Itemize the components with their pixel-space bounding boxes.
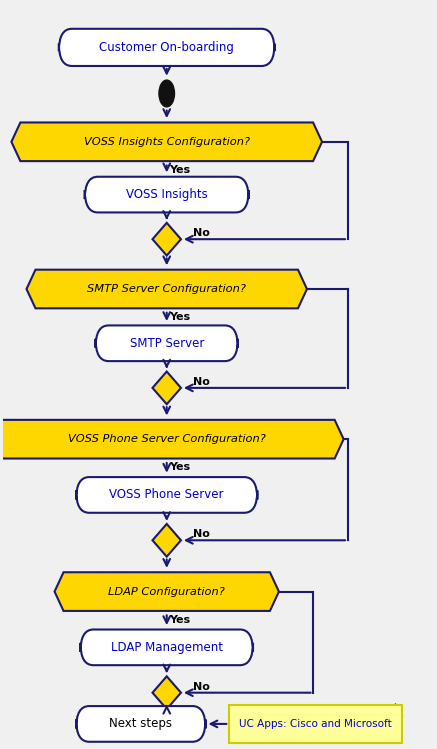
FancyBboxPatch shape <box>96 325 238 361</box>
FancyBboxPatch shape <box>59 28 274 66</box>
Text: No: No <box>193 682 210 692</box>
Circle shape <box>159 80 174 107</box>
Text: VOSS Phone Server: VOSS Phone Server <box>110 488 224 501</box>
Text: Yes: Yes <box>169 462 190 473</box>
Text: SMTP Server: SMTP Server <box>129 337 204 350</box>
Text: No: No <box>193 530 210 539</box>
Text: VOSS Phone Server Configuration?: VOSS Phone Server Configuration? <box>68 434 266 444</box>
Polygon shape <box>11 123 322 161</box>
Text: LDAP Configuration?: LDAP Configuration? <box>108 586 225 597</box>
Text: No: No <box>193 228 210 238</box>
FancyBboxPatch shape <box>229 705 402 743</box>
Text: VOSS Insights Configuration?: VOSS Insights Configuration? <box>84 137 250 147</box>
Polygon shape <box>27 270 307 309</box>
Polygon shape <box>153 524 181 557</box>
FancyBboxPatch shape <box>85 177 249 213</box>
FancyBboxPatch shape <box>76 477 257 513</box>
Text: Yes: Yes <box>169 165 190 175</box>
Text: No: No <box>193 377 210 387</box>
FancyBboxPatch shape <box>80 629 253 665</box>
Text: UC Apps: Cisco and Microsoft: UC Apps: Cisco and Microsoft <box>239 719 392 729</box>
Text: Yes: Yes <box>169 615 190 625</box>
Text: VOSS Insights: VOSS Insights <box>126 188 208 201</box>
Text: Yes: Yes <box>169 312 190 322</box>
Text: Customer On-boarding: Customer On-boarding <box>99 41 234 54</box>
Text: Next steps: Next steps <box>109 718 172 730</box>
FancyBboxPatch shape <box>76 706 205 742</box>
Text: SMTP Server Configuration?: SMTP Server Configuration? <box>87 284 246 294</box>
Polygon shape <box>153 372 181 404</box>
Polygon shape <box>55 572 279 611</box>
Polygon shape <box>153 223 181 255</box>
Polygon shape <box>0 420 343 458</box>
Text: LDAP Management: LDAP Management <box>111 641 223 654</box>
Polygon shape <box>153 676 181 709</box>
